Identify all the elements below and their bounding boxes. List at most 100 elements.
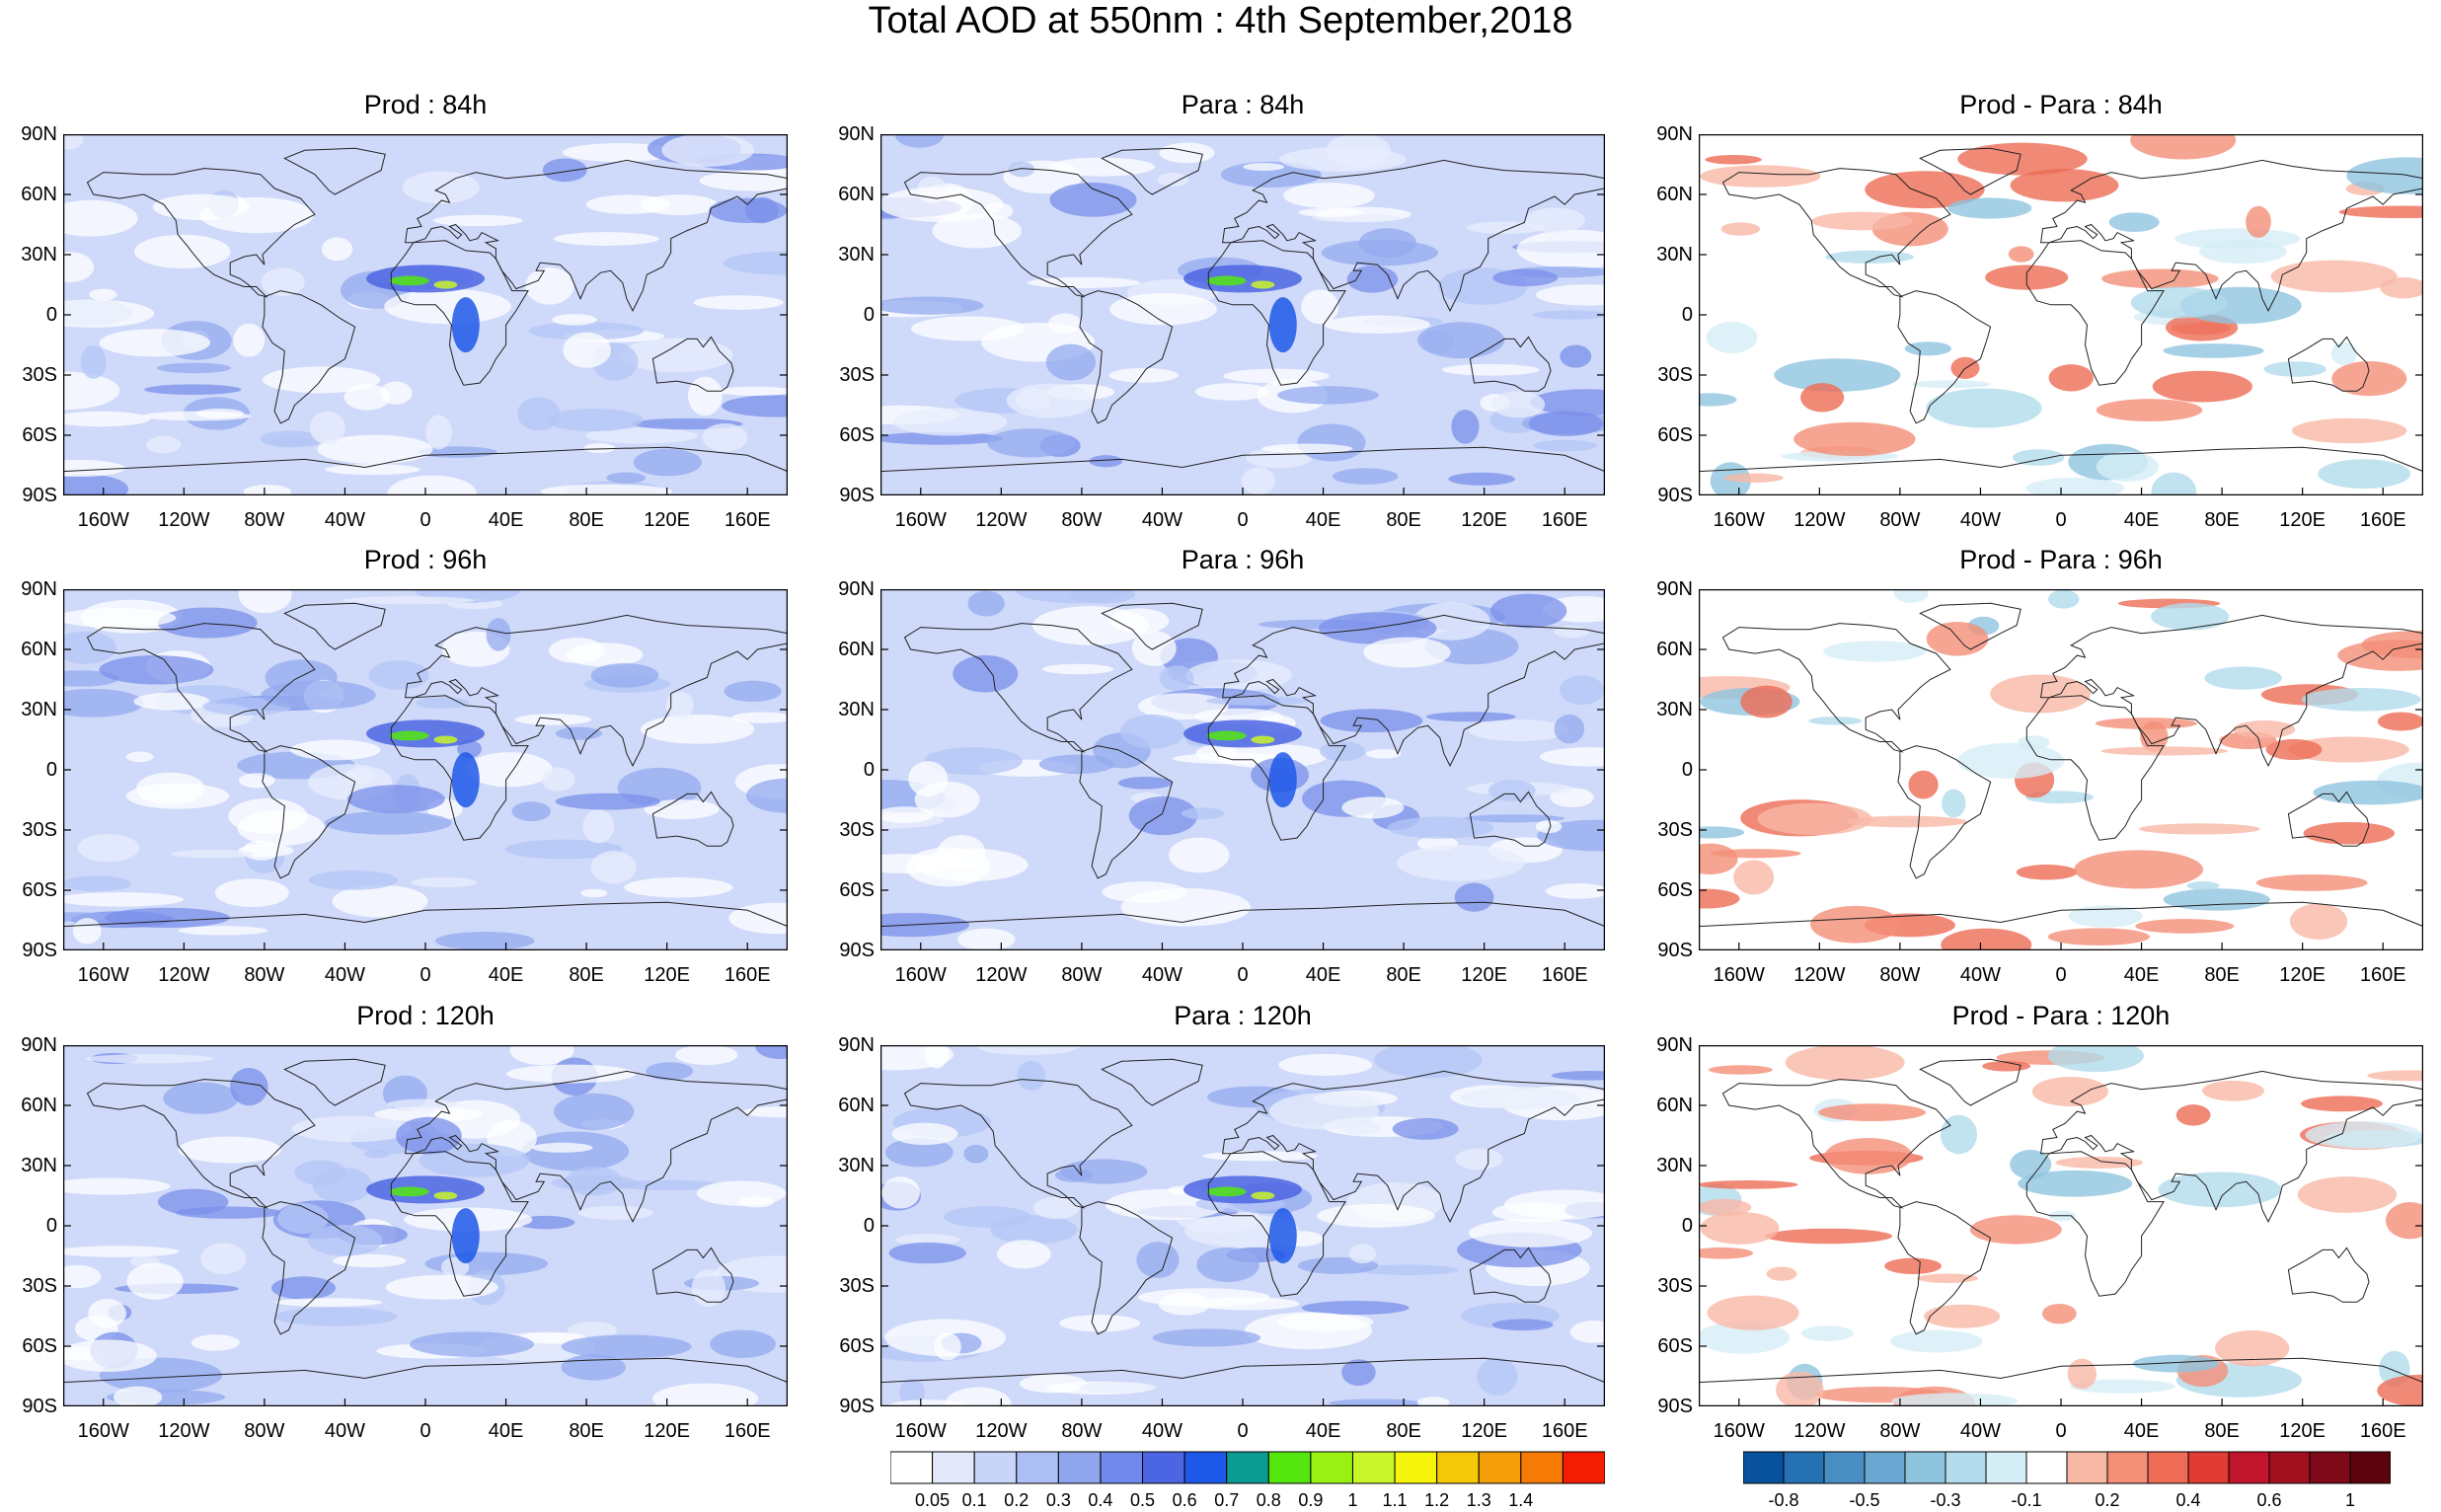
lat-tick-label: 30N (1656, 244, 1693, 265)
field-blob (1956, 742, 2065, 779)
lat-tick-label: 30S (1657, 819, 1693, 841)
field-blob (1823, 641, 1927, 662)
coastline (1222, 159, 1605, 313)
field-blob (1460, 1087, 1581, 1109)
field-blob (125, 751, 154, 763)
coastline (1207, 240, 1346, 386)
coastline (1699, 446, 2423, 495)
panel-title: Prod : 84h (363, 90, 488, 119)
field-blob (1049, 182, 1137, 217)
coastline (1207, 1151, 1346, 1297)
field-blob (1348, 1244, 1377, 1264)
lon-tick-label: 160W (894, 509, 947, 531)
field-blob (384, 288, 512, 325)
field-blob (888, 1242, 966, 1264)
field-blob (1320, 709, 1423, 733)
field-blob (1699, 393, 1737, 407)
field-blob (63, 1177, 171, 1195)
field-blob (2313, 780, 2423, 805)
coastline (2025, 1151, 2165, 1297)
field-blob (1137, 693, 1229, 720)
colorbar-swatch (1310, 1451, 1353, 1484)
lat-tick-label: 60S (1657, 1335, 1693, 1357)
lat-tick-label: 60S (22, 1335, 57, 1357)
field-blob (2151, 472, 2197, 495)
lon-tick-label: 40E (1305, 509, 1341, 531)
field-blob (1392, 1117, 1459, 1140)
colorbar-label: 1 (2344, 1490, 2355, 1510)
aerosol-plume (389, 730, 429, 741)
field-blob (1706, 322, 1758, 353)
coastline (2040, 1070, 2423, 1224)
field-blob (425, 415, 452, 450)
lat-tick-label: 30S (22, 364, 57, 386)
colorbar-label: 1 (1347, 1490, 1358, 1510)
lat-tick-label: 60N (21, 184, 57, 205)
colorbar-swatch (1394, 1451, 1438, 1484)
coastline (1101, 147, 1203, 195)
colorbar-swatch (1100, 1451, 1144, 1484)
lon-tick-label: 120E (2279, 509, 2327, 531)
field-blob (693, 295, 784, 310)
aerosol-plume (433, 735, 458, 744)
aerosol-plume (451, 752, 480, 808)
panel-title: Prod - Para : 96h (1959, 545, 2163, 574)
field-blob (2068, 905, 2143, 928)
colorbar-swatch (1142, 1451, 1185, 1484)
field-blob (1699, 1198, 1752, 1216)
field-blob (1321, 239, 1438, 266)
field-blob (953, 654, 1019, 693)
field-blob (156, 362, 232, 374)
field-blob (2318, 459, 2411, 489)
field-blob (924, 747, 1023, 776)
field-blob (1533, 310, 1605, 320)
field-blob (1904, 341, 1952, 356)
difference-colorbar (1743, 1451, 2391, 1484)
field-blob (577, 1205, 654, 1220)
field-blob (1845, 815, 1967, 828)
lon-tick-label: 80W (1061, 1420, 1103, 1442)
lon-tick-label: 160W (77, 1420, 129, 1442)
field-blob (2096, 399, 2203, 421)
field-blob (2101, 268, 2219, 289)
field-blob (1824, 1137, 1913, 1174)
lat-tick-label: 30N (21, 1155, 57, 1176)
field-blob (72, 918, 102, 945)
field-blob (63, 371, 120, 411)
coastline (1222, 1070, 1605, 1224)
field-blob (590, 663, 659, 688)
field-blob (85, 1054, 214, 1064)
lon-tick-label: 0 (2055, 964, 2067, 986)
field-blob (2186, 881, 2220, 890)
field-blob (731, 712, 788, 723)
colorbar-swatch (1351, 1451, 1396, 1484)
lat-tick-label: 90S (22, 485, 57, 506)
colorbar-label: 1.3 (1466, 1490, 1491, 1510)
field-blob (1818, 1103, 1927, 1122)
field-blob (640, 714, 755, 744)
field-blob (126, 1262, 184, 1300)
lon-tick-label: 0 (420, 1420, 431, 1442)
lon-tick-label: 40W (324, 964, 365, 986)
field-blob (2288, 736, 2409, 763)
coastline (1721, 168, 1951, 298)
field-blob (1015, 589, 1132, 604)
colorbar-swatch (2309, 1451, 2351, 1484)
lon-tick-label: 120E (2279, 964, 2327, 986)
field-blob (1137, 1288, 1270, 1307)
field-blob (718, 386, 788, 397)
lat-tick-label: 60S (839, 424, 875, 446)
lon-tick-label: 160E (724, 964, 771, 986)
lon-tick-label: 40E (2123, 964, 2160, 986)
field-blob (1800, 1325, 1854, 1341)
colorbar-label: 0.8 (1256, 1490, 1281, 1510)
lat-tick-label: 90S (839, 485, 875, 506)
coastline (1207, 695, 1346, 841)
field-blob (410, 1331, 535, 1357)
field-blob (2047, 928, 2150, 945)
field-blob (2010, 1149, 2052, 1179)
colorbar-swatch (1783, 1451, 1825, 1484)
field-blob (699, 170, 788, 191)
field-blob (238, 773, 275, 789)
lon-tick-label: 0 (420, 964, 431, 986)
